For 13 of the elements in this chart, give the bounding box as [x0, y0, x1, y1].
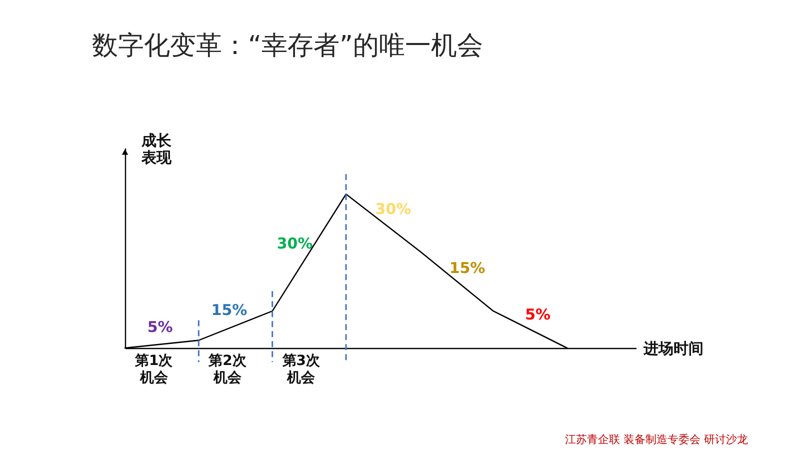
y-axis-title: 成长表现 [140, 132, 172, 166]
annotation: 5% [525, 305, 551, 324]
x-axis-title: 进场时间 [642, 340, 704, 358]
annotation: 30% [375, 200, 412, 218]
annotation: 15% [449, 258, 486, 277]
text: 第2次机会 [208, 353, 248, 386]
chart-title: 数字化变革：“幸存者”的唯一机会 [92, 31, 483, 61]
annotation: 15% [211, 300, 248, 319]
annotation: 5% [147, 318, 173, 336]
text: 江苏青企联 装备制造专委会 研讨沙龙 [565, 433, 748, 446]
annotation: 30% [276, 234, 313, 253]
text: 第1次机会 [134, 353, 174, 386]
text: 第3次机会 [281, 353, 322, 386]
